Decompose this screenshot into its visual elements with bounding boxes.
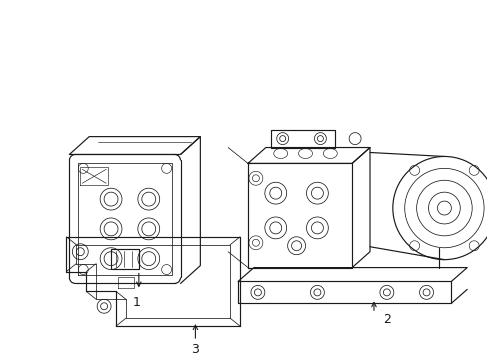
Text: 2: 2	[382, 313, 390, 326]
Text: 1: 1	[133, 296, 141, 309]
Text: 3: 3	[191, 343, 199, 356]
